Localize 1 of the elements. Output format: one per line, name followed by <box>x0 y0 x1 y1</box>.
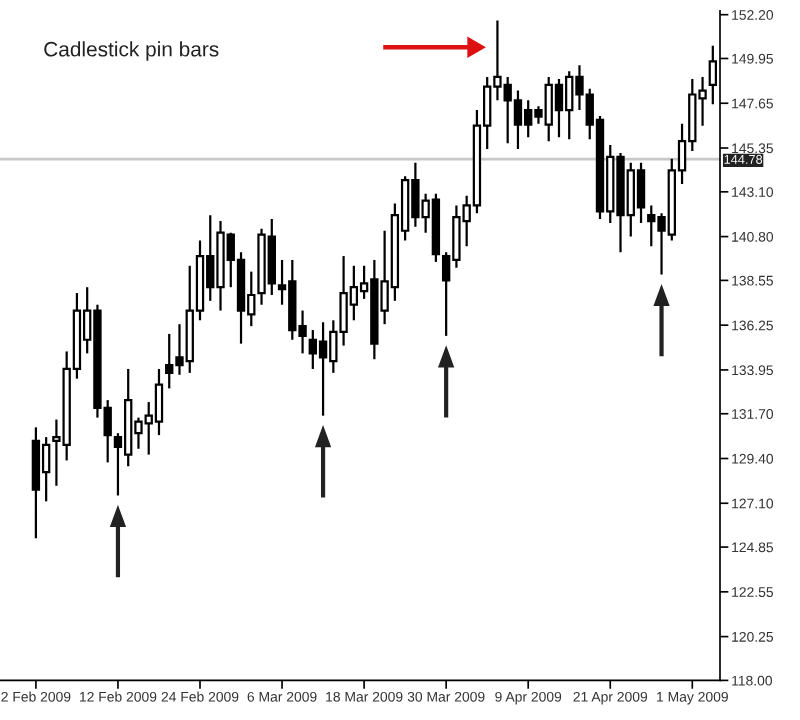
text: Cadlestick pin bars <box>44 41 219 61</box>
